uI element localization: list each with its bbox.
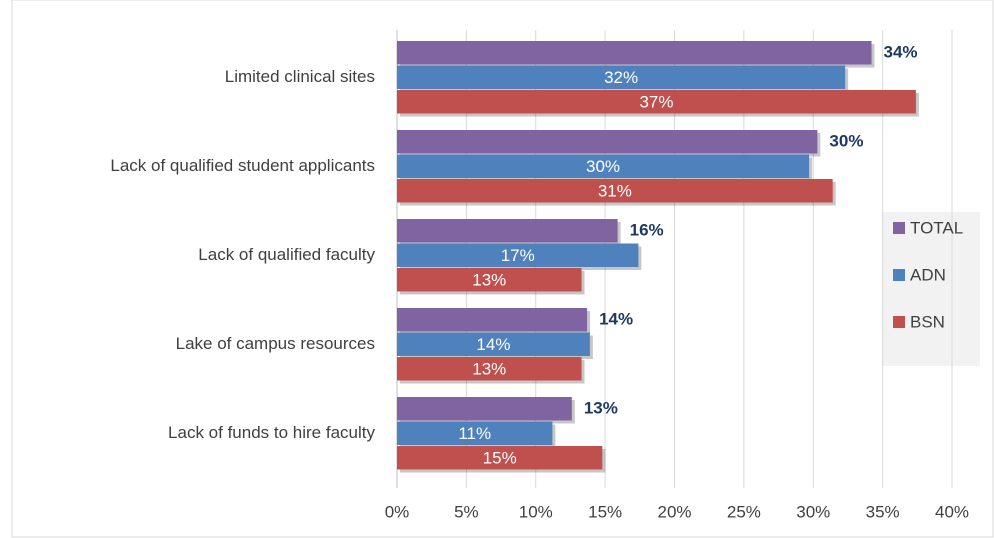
x-tick-label: 5% [454, 502, 479, 521]
bar [397, 90, 916, 114]
bar [397, 421, 553, 445]
x-tick-label: 25% [727, 502, 761, 521]
x-tick-label: 15% [588, 502, 622, 521]
y-tick-label: Lake of campus resources [176, 334, 375, 353]
y-tick-label: Limited clinical sites [225, 67, 375, 86]
bar [397, 179, 833, 203]
x-tick-label: 10% [519, 502, 553, 521]
bar [397, 332, 590, 356]
bar [397, 243, 639, 267]
data-label: 11% [458, 424, 491, 443]
data-label: 14% [476, 335, 510, 354]
bar [397, 41, 872, 65]
y-tick-label: Lack of qualified student applicants [110, 156, 375, 175]
bar [397, 65, 846, 89]
data-label: 30% [829, 132, 863, 151]
bar [397, 268, 582, 292]
bar [397, 130, 818, 154]
legend-label: BSN [910, 312, 945, 331]
data-label: 34% [884, 43, 918, 62]
data-label: 13% [472, 271, 506, 290]
data-label: 15% [483, 449, 517, 468]
data-label: 30% [586, 157, 620, 176]
bar [397, 397, 572, 421]
bar [397, 308, 588, 332]
y-tick-label: Lack of qualified faculty [198, 245, 375, 264]
legend-swatch [893, 316, 905, 328]
data-label: 13% [584, 399, 618, 418]
x-tick-label: 35% [866, 502, 900, 521]
bar [397, 446, 603, 470]
legend-swatch [893, 222, 905, 234]
data-label: 14% [599, 310, 633, 329]
x-tick-label: 0% [385, 502, 410, 521]
x-tick-label: 40% [935, 502, 969, 521]
data-label: 17% [501, 246, 535, 265]
data-label: 16% [630, 221, 664, 240]
bar [397, 357, 582, 381]
data-label: 31% [598, 182, 632, 201]
legend-box [882, 212, 980, 366]
data-label: 37% [639, 93, 673, 112]
y-tick-label: Lack of funds to hire faculty [168, 423, 375, 442]
data-label: 13% [472, 360, 506, 379]
bar [397, 154, 810, 178]
legend-label: TOTAL [910, 218, 963, 237]
legend-label: ADN [910, 265, 946, 284]
bar [397, 219, 618, 243]
data-label: 32% [604, 68, 638, 87]
x-tick-label: 20% [657, 502, 691, 521]
x-tick-label: 30% [796, 502, 830, 521]
legend-swatch [893, 269, 905, 281]
